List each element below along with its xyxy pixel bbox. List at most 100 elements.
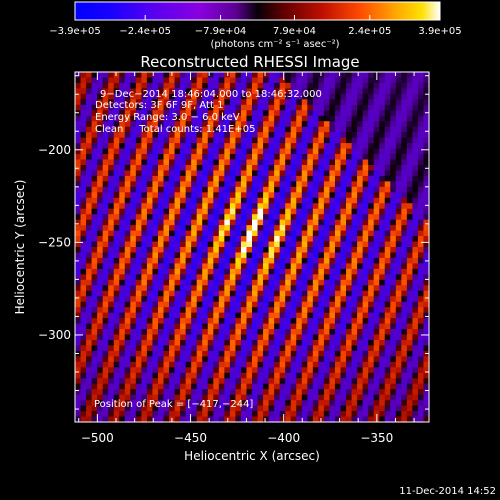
heatmap-cell bbox=[108, 236, 115, 243]
heatmap-cell bbox=[301, 290, 308, 297]
heatmap-cell bbox=[368, 405, 375, 412]
heatmap-cell bbox=[323, 279, 331, 286]
heatmap-cell bbox=[274, 263, 281, 270]
heatmap-cell bbox=[135, 230, 142, 237]
heatmap-cell bbox=[169, 411, 176, 418]
heatmap-cell bbox=[334, 110, 342, 117]
heatmap-cell bbox=[174, 301, 181, 308]
heatmap-cell bbox=[169, 132, 176, 139]
heatmap-cell bbox=[218, 334, 225, 341]
heatmap-cell bbox=[196, 99, 203, 106]
heatmap-cell bbox=[312, 323, 319, 330]
colorbar bbox=[74, 1, 441, 21]
heatmap-cell bbox=[163, 389, 170, 396]
heatmap-cell bbox=[373, 99, 380, 106]
heatmap-cell bbox=[362, 274, 369, 281]
heatmap-cell bbox=[252, 367, 259, 374]
heatmap-cell bbox=[263, 126, 270, 133]
heatmap-cell bbox=[290, 301, 297, 308]
heatmap-cell bbox=[207, 290, 214, 297]
heatmap-cell bbox=[329, 290, 336, 297]
heatmap-cell bbox=[406, 225, 414, 232]
heatmap-cell bbox=[97, 143, 104, 150]
heatmap-cell bbox=[346, 367, 353, 374]
heatmap-cell bbox=[207, 148, 214, 155]
heatmap-cell bbox=[340, 170, 347, 177]
heatmap-cell bbox=[290, 296, 297, 303]
heatmap-cell bbox=[141, 378, 148, 385]
heatmap-cell bbox=[75, 230, 82, 237]
heatmap-cell bbox=[307, 241, 314, 248]
heatmap-cell bbox=[340, 115, 347, 122]
heatmap-cell bbox=[196, 367, 203, 374]
heatmap-cell bbox=[213, 72, 220, 79]
heatmap-cell bbox=[329, 241, 336, 248]
heatmap-cell bbox=[163, 230, 170, 237]
heatmap-cell bbox=[340, 318, 347, 325]
heatmap-cell bbox=[351, 312, 358, 319]
heatmap-cell bbox=[257, 230, 264, 237]
heatmap-cell bbox=[202, 318, 209, 325]
heatmap-cell bbox=[279, 121, 286, 128]
heatmap-cell bbox=[417, 197, 425, 204]
heatmap-cell bbox=[357, 367, 364, 374]
heatmap-cell bbox=[119, 236, 126, 243]
heatmap-cell bbox=[152, 203, 159, 210]
heatmap-cell bbox=[340, 345, 347, 352]
heatmap-cell bbox=[207, 214, 214, 221]
heatmap-cell bbox=[135, 394, 142, 401]
heatmap-cell bbox=[346, 241, 353, 248]
heatmap-cell bbox=[86, 268, 93, 275]
heatmap-cell bbox=[163, 208, 170, 215]
heatmap-cell bbox=[257, 329, 264, 336]
heatmap-cell bbox=[102, 88, 109, 95]
heatmap-cell bbox=[119, 99, 126, 106]
heatmap-cell bbox=[373, 88, 380, 95]
heatmap-cell bbox=[318, 77, 325, 84]
heatmap-cell bbox=[191, 350, 198, 357]
heatmap-cell bbox=[163, 181, 170, 188]
heatmap-cell bbox=[351, 197, 358, 204]
heatmap-cell bbox=[130, 214, 137, 221]
heatmap-cell bbox=[285, 356, 292, 363]
heatmap-cell bbox=[146, 301, 154, 308]
heatmap-cell bbox=[401, 154, 408, 161]
heatmap-cell bbox=[102, 257, 109, 265]
heatmap-cell bbox=[351, 367, 358, 374]
heatmap-cell bbox=[346, 307, 353, 314]
heatmap-cell bbox=[146, 126, 154, 133]
heatmap-cell bbox=[191, 192, 198, 199]
heatmap-cell bbox=[218, 77, 225, 84]
heatmap-cell bbox=[91, 361, 98, 368]
heatmap-cell bbox=[279, 383, 286, 390]
heatmap-cell bbox=[196, 405, 203, 412]
heatmap-cell bbox=[86, 290, 93, 297]
heatmap-cell bbox=[163, 137, 170, 144]
heatmap-cell bbox=[340, 323, 347, 330]
heatmap-cell bbox=[157, 154, 165, 161]
heatmap-cell bbox=[185, 110, 192, 117]
heatmap-cell bbox=[80, 378, 87, 385]
heatmap-cell bbox=[229, 99, 237, 106]
heatmap-cell bbox=[368, 318, 375, 325]
heatmap-cell bbox=[124, 356, 131, 363]
heatmap-cell bbox=[207, 121, 214, 128]
heatmap-cell bbox=[417, 279, 425, 286]
heatmap-cell bbox=[152, 181, 159, 188]
heatmap-cell bbox=[357, 329, 364, 336]
heatmap-cell bbox=[152, 301, 159, 308]
heatmap-cell bbox=[423, 225, 430, 232]
heatmap-cell bbox=[218, 339, 225, 347]
heatmap-cell bbox=[202, 339, 209, 347]
heatmap-cell bbox=[196, 323, 203, 330]
heatmap-cell bbox=[285, 126, 292, 133]
heatmap-cell bbox=[334, 170, 342, 177]
heatmap-cell bbox=[257, 290, 264, 297]
heatmap-cell bbox=[207, 197, 214, 204]
heatmap-cell bbox=[157, 394, 165, 401]
heatmap-cell bbox=[373, 323, 380, 330]
heatmap-cell bbox=[102, 236, 109, 243]
heatmap-cell bbox=[135, 164, 142, 172]
heatmap-cell bbox=[346, 263, 353, 270]
heatmap-cell bbox=[296, 279, 303, 286]
